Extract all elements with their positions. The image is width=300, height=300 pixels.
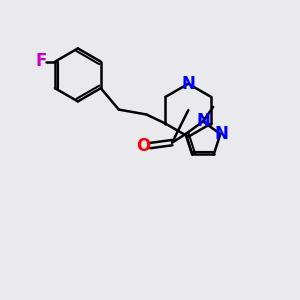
Text: N: N (181, 75, 195, 93)
Text: F: F (35, 52, 46, 70)
Text: O: O (136, 136, 151, 154)
Text: N: N (215, 125, 229, 143)
Text: N: N (196, 112, 210, 130)
